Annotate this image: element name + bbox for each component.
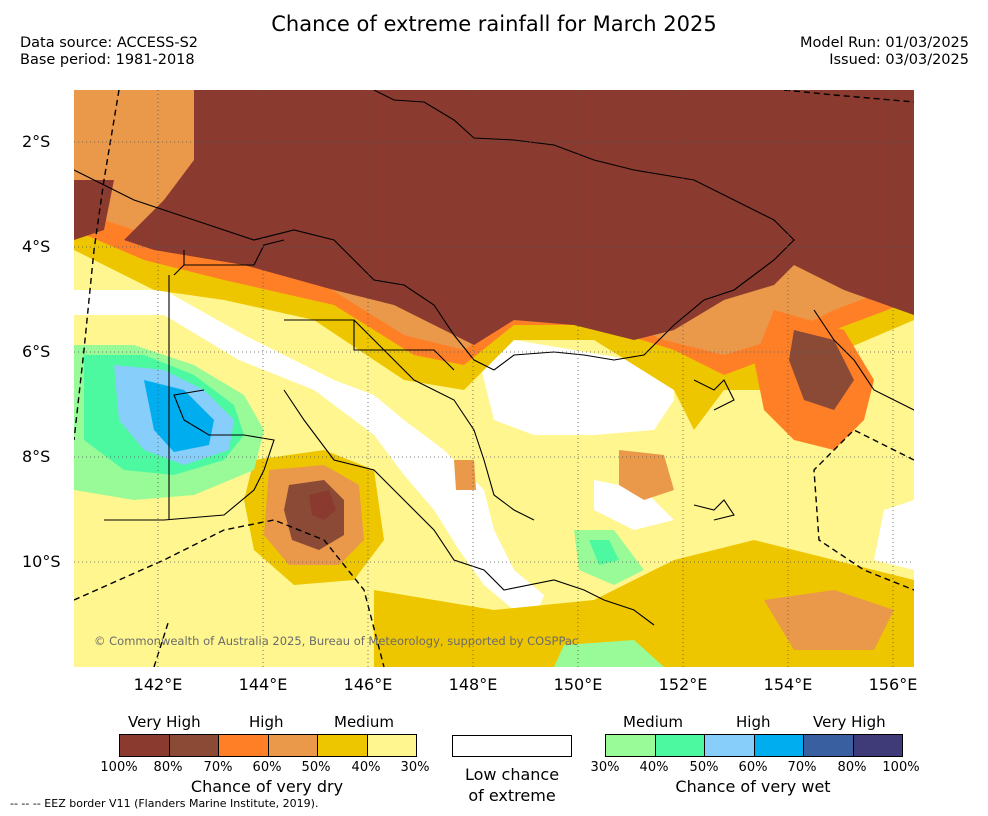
low-chance-line2: of extreme (468, 786, 556, 805)
eez-borders (74, 90, 914, 667)
dry-swatch (169, 735, 219, 756)
lat-label: 2°S (22, 132, 51, 151)
dry-legend-title: Chance of very dry (190, 777, 344, 796)
eez-footnote: -- -- -- EEZ border V11 (Flanders Marine… (10, 797, 319, 810)
wet-swatch (655, 735, 705, 756)
wet-tick: 50% (689, 760, 719, 775)
wet-tick: 60% (738, 760, 768, 775)
dry-central-small (454, 460, 476, 490)
lat-label: 10°S (22, 552, 61, 571)
lon-label: 146°E (343, 675, 393, 694)
lon-label: 142°E (133, 675, 183, 694)
wet-level-medium: Medium (623, 713, 683, 731)
lon-label: 144°E (238, 675, 288, 694)
wet-tick: 100% (882, 760, 920, 775)
wet-legend-title: Chance of very wet (675, 777, 831, 796)
dry-southeast-medium (374, 540, 914, 667)
wet-tick: 80% (837, 760, 867, 775)
dry-level-high: High (249, 713, 284, 731)
dry-tick: 80% (153, 760, 183, 775)
wet-level-very-high: Very High (813, 713, 886, 731)
dry-southeast-high (764, 590, 894, 650)
coastlines (74, 90, 914, 626)
wet-very-high (144, 380, 214, 452)
dry-colorbar (119, 734, 417, 757)
wet-east-medium-high (589, 540, 619, 565)
dry-tick: 100% (100, 760, 138, 775)
dry-tick: 40% (351, 760, 381, 775)
lon-label: 150°E (553, 675, 603, 694)
dry-swatch (268, 735, 318, 756)
dry-very-high (124, 90, 914, 345)
wet-tick: 40% (639, 760, 669, 775)
dry-swatch (120, 735, 170, 756)
dry-swatch (219, 735, 269, 756)
model-run: Model Run: 01/03/2025 (799, 35, 969, 51)
wet-swatch (606, 735, 656, 756)
low-chance-line1: Low chance (464, 765, 560, 784)
copyright-notice: © Commonwealth of Australia 2025, Bureau… (94, 634, 579, 648)
wet-tick: 70% (787, 760, 817, 775)
lat-label: 4°S (22, 237, 51, 256)
low-chance-swatch (452, 735, 572, 757)
grid (74, 90, 914, 667)
dry-tick: 50% (301, 760, 331, 775)
source-info: Data source: ACCESS-S2 Base period: 1981… (20, 35, 198, 69)
wet-swatch (804, 735, 854, 756)
wet-level-high: High (736, 713, 771, 731)
wet-south-medium (554, 640, 664, 667)
run-info: Model Run: 01/03/2025 Issued: 03/03/2025 (800, 35, 969, 69)
dry-swatch (318, 735, 368, 756)
low-chance-label: Low chance of extreme (452, 764, 572, 806)
wet-swatch (705, 735, 755, 756)
base-period: Base period: 1981-2018 (20, 52, 195, 68)
dry-very-high-west (74, 180, 114, 240)
lon-label: 156°E (868, 675, 918, 694)
wet-tick: 30% (590, 760, 620, 775)
dry-central-patch (619, 450, 674, 500)
low-chance-coral (594, 480, 674, 530)
lon-label: 148°E (448, 675, 498, 694)
dry-tick: 30% (400, 760, 430, 775)
rainfall-map (74, 90, 914, 667)
data-source: Data source: ACCESS-S2 (20, 35, 199, 51)
map-title: Chance of extreme rainfall for March 202… (271, 12, 717, 36)
lon-label: 154°E (763, 675, 813, 694)
dry-level-medium: Medium (334, 713, 394, 731)
lat-label: 6°S (22, 342, 51, 361)
wet-colorbar (605, 734, 903, 757)
wet-swatch (754, 735, 804, 756)
dry-south-center (309, 490, 336, 520)
dry-level-very-high: Very High (128, 713, 201, 731)
dry-swatch (367, 735, 416, 756)
dry-tick: 60% (252, 760, 282, 775)
lat-label: 8°S (22, 447, 51, 466)
dry-tick: 70% (203, 760, 233, 775)
dry-east-core (789, 330, 854, 410)
lon-label: 152°E (658, 675, 708, 694)
low-chance-west (74, 290, 544, 620)
low-chance-east (479, 340, 674, 435)
wet-swatch (853, 735, 902, 756)
issued-date: Issued: 03/03/2025 (829, 52, 969, 68)
low-chance-east-sea (874, 500, 914, 570)
